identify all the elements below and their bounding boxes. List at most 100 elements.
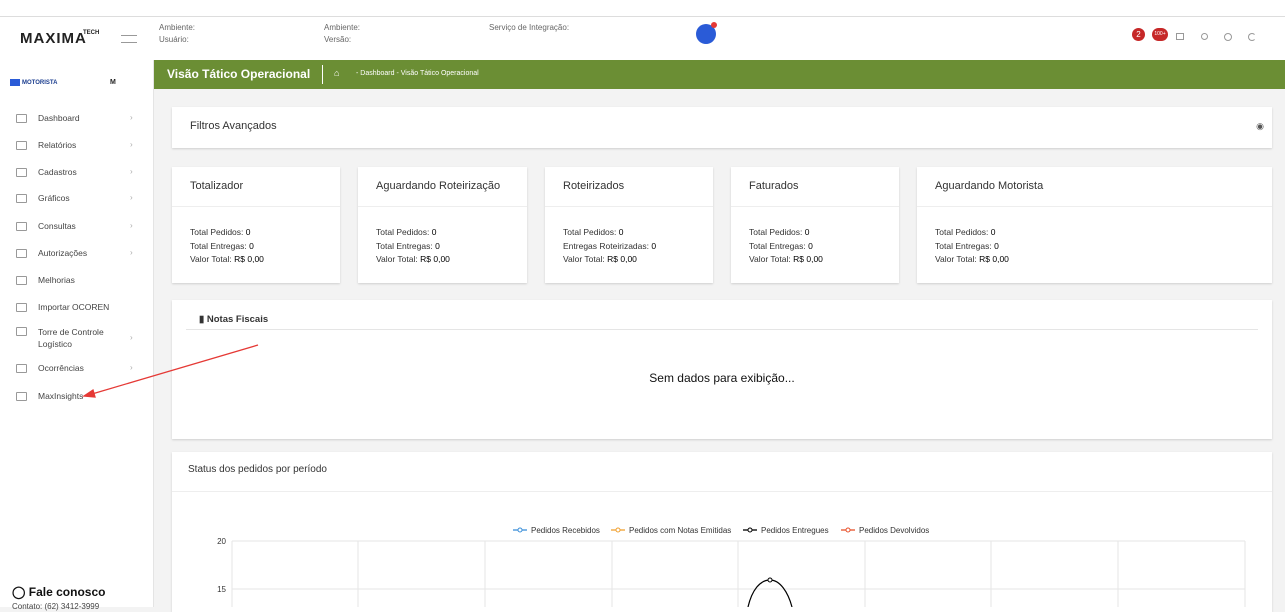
card-row: Total Entregas: 0 <box>190 241 254 251</box>
series-line <box>747 579 793 607</box>
menu-item[interactable]: Melhorias <box>38 275 75 285</box>
menu-item[interactable]: Importar OCOREN <box>38 302 110 312</box>
notas-card: ▮ Notas Fiscais Sem dados para exibição.… <box>172 300 1272 439</box>
row-label: Total Entregas: <box>749 240 806 251</box>
row-value: 0 <box>808 240 813 251</box>
toggle-icon[interactable]: ◉ <box>1256 121 1264 131</box>
row-value: 0 <box>994 240 999 251</box>
home-icon: ⌂ <box>334 68 340 78</box>
card-row: Entregas Roteirizadas: 0 <box>563 241 656 251</box>
menu-icon <box>16 364 27 373</box>
legend-item: Pedidos com Notas Emitidas <box>611 526 731 535</box>
card-row: Total Pedidos: 0 <box>190 227 251 237</box>
chevron: › <box>130 167 133 176</box>
menu-item[interactable]: Dashboard <box>38 113 80 123</box>
chevron: › <box>130 248 133 257</box>
page-title: Visão Tático Operacional <box>167 67 311 81</box>
divider <box>322 65 323 84</box>
summary-card: Totalizador Total Pedidos: 0 Total Entrega… <box>172 167 340 283</box>
card-row: Total Pedidos: 0 <box>376 227 437 237</box>
row-value: 0 <box>651 240 657 251</box>
brand-small: M <box>110 79 116 86</box>
menu-icon <box>16 303 27 312</box>
chevron: › <box>130 113 133 122</box>
card-title: Totalizador <box>190 180 244 192</box>
tool-icon[interactable] <box>1201 33 1208 40</box>
separator <box>358 206 527 207</box>
arrow-line <box>91 344 259 395</box>
filters-card[interactable]: Filtros Avançados ◉ <box>172 107 1272 148</box>
env-label: Ambiente: <box>159 23 196 32</box>
card-row: Valor Total: R$ 0,00 <box>190 254 264 264</box>
chevron: › <box>130 140 133 149</box>
menu-icon <box>16 141 27 150</box>
menu-icon <box>16 327 27 336</box>
card-row: Total Pedidos: 0 <box>935 227 996 237</box>
row-label: Valor Total: <box>376 254 418 264</box>
menu-item[interactable]: MaxInsights <box>38 391 84 401</box>
legend-item: Pedidos Entregues <box>743 526 829 535</box>
card-row: Valor Total: R$ 0,00 <box>563 254 637 264</box>
menu-icon <box>16 249 27 258</box>
home-icon[interactable] <box>1176 33 1184 40</box>
card-row: Valor Total: R$ 0,00 <box>935 254 1009 264</box>
legend-label: Pedidos Recebidos <box>531 526 600 535</box>
menu-item[interactable]: Torre de Controle Logístico <box>38 327 104 349</box>
menu-toggle[interactable] <box>121 35 137 43</box>
menu-item[interactable]: Consultas <box>38 221 76 231</box>
notas-title: ▮ Notas Fiscais <box>199 314 269 325</box>
menu-icon <box>16 276 27 285</box>
filters-title: Filtros Avançados <box>190 120 277 132</box>
brand-icon <box>10 79 20 86</box>
separator <box>917 206 1272 207</box>
menu-item[interactable]: Cadastros <box>38 167 77 177</box>
legend-item: Pedidos Recebidos <box>513 526 600 535</box>
chat-dot <box>711 22 717 28</box>
row-label: Valor Total: <box>749 254 791 264</box>
menu-item[interactable]: Ocorrências <box>38 363 84 373</box>
menu-icon <box>16 392 27 401</box>
menu-item[interactable]: Relatórios <box>38 140 77 150</box>
chevron: › <box>130 193 133 202</box>
menu-item[interactable]: Gráficos <box>38 193 70 203</box>
row-label: Total Entregas: <box>190 240 247 251</box>
card-row: Total Pedidos: 0 <box>563 227 624 237</box>
summary-card: Roteirizados Total Pedidos: 0 Entregas Rot… <box>545 167 713 283</box>
breadcrumb: - Dashboard - Visão Tático Operacional <box>356 70 479 77</box>
user-label: Usuário: <box>159 35 189 44</box>
status-title: Status dos pedidos por período <box>188 464 327 475</box>
empty-message: Sem dados para exibição... <box>649 371 795 385</box>
header: MAXIMA TECH Ambiente: Usuário: Ambiente:… <box>0 17 1285 60</box>
logout-icon[interactable] <box>1248 33 1256 41</box>
row-value: R$ 0,00 <box>607 254 637 264</box>
row-value: 0 <box>804 227 810 237</box>
env-label: Ambiente: <box>324 23 361 32</box>
legend-label: Pedidos com Notas Emitidas <box>629 526 731 535</box>
row-value: 0 <box>435 240 440 251</box>
y-tick-label: 20 <box>217 537 226 546</box>
settings-icon[interactable] <box>1224 33 1232 41</box>
row-label: Total Pedidos: <box>749 227 803 237</box>
chat-icon[interactable] <box>696 24 716 44</box>
separator <box>186 329 1258 330</box>
annotation-arrow <box>82 344 259 398</box>
row-value: 0 <box>431 227 437 237</box>
notification-badge[interactable]: 100+ <box>1152 28 1168 41</box>
row-label: Valor Total: <box>190 254 232 264</box>
logo-tag: TECH <box>83 30 100 36</box>
separator <box>172 491 1272 492</box>
card-title: Aguardando Motorista <box>935 180 1044 192</box>
menu-item[interactable]: Autorizações <box>38 248 88 258</box>
notification-badge[interactable]: 2 <box>1132 28 1145 41</box>
row-label: Entregas Roteirizadas: <box>563 240 649 251</box>
legend-label: Pedidos Entregues <box>761 526 829 535</box>
legend-label: Pedidos Devolvidos <box>859 526 929 535</box>
sidebar: MOTORISTA M ◯ Fale conosco Contato: (62)… <box>0 60 154 611</box>
card-row: Valor Total: R$ 0,00 <box>749 254 823 264</box>
card-row: Total Entregas: 0 <box>376 241 440 251</box>
contact-title: ◯ Fale conosco <box>12 585 106 599</box>
row-value: 0 <box>990 227 996 237</box>
row-label: Total Pedidos: <box>563 227 617 237</box>
